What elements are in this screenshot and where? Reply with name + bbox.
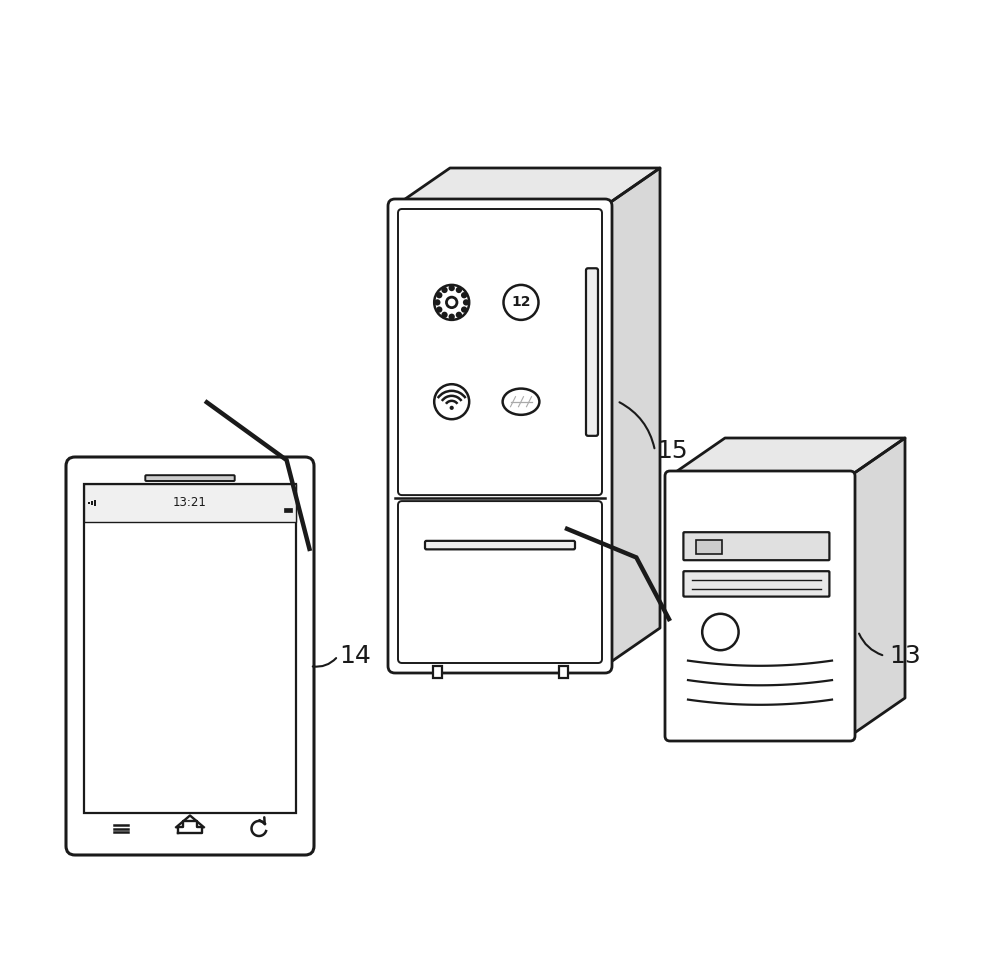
Text: 12: 12 [511, 295, 531, 310]
Circle shape [456, 312, 462, 318]
Text: 15: 15 [656, 439, 688, 463]
Circle shape [436, 293, 442, 298]
Circle shape [434, 285, 469, 320]
Circle shape [448, 298, 456, 306]
FancyBboxPatch shape [665, 471, 855, 741]
FancyBboxPatch shape [145, 475, 235, 481]
Bar [559, 666, 568, 678]
Circle shape [449, 285, 455, 292]
Bar [84, 484, 296, 522]
Bar [91, 501, 93, 505]
Circle shape [445, 295, 458, 309]
Circle shape [463, 299, 469, 306]
FancyBboxPatch shape [586, 269, 598, 436]
Bar [433, 666, 442, 678]
Polygon shape [850, 438, 905, 736]
Circle shape [434, 299, 441, 306]
Circle shape [461, 307, 467, 313]
Polygon shape [605, 168, 660, 666]
FancyBboxPatch shape [425, 541, 575, 550]
FancyBboxPatch shape [388, 199, 612, 673]
Circle shape [441, 312, 448, 318]
Polygon shape [670, 438, 905, 476]
Text: 14: 14 [339, 644, 371, 668]
Circle shape [441, 287, 448, 293]
FancyBboxPatch shape [683, 532, 829, 560]
Text: 13:21: 13:21 [173, 496, 207, 510]
Polygon shape [178, 821, 202, 833]
FancyBboxPatch shape [66, 457, 314, 855]
Circle shape [461, 293, 467, 298]
Circle shape [456, 287, 462, 293]
Bar [94, 500, 96, 506]
Bar [696, 540, 722, 554]
Bar [284, 508, 292, 512]
FancyBboxPatch shape [683, 571, 829, 597]
Polygon shape [395, 168, 660, 206]
Circle shape [449, 314, 455, 320]
Circle shape [504, 285, 538, 320]
Circle shape [434, 384, 469, 420]
Ellipse shape [503, 388, 539, 415]
Circle shape [450, 405, 454, 410]
Bar [84, 484, 296, 813]
Circle shape [436, 307, 442, 313]
Bar [88, 502, 90, 505]
Text: 13: 13 [889, 644, 921, 668]
